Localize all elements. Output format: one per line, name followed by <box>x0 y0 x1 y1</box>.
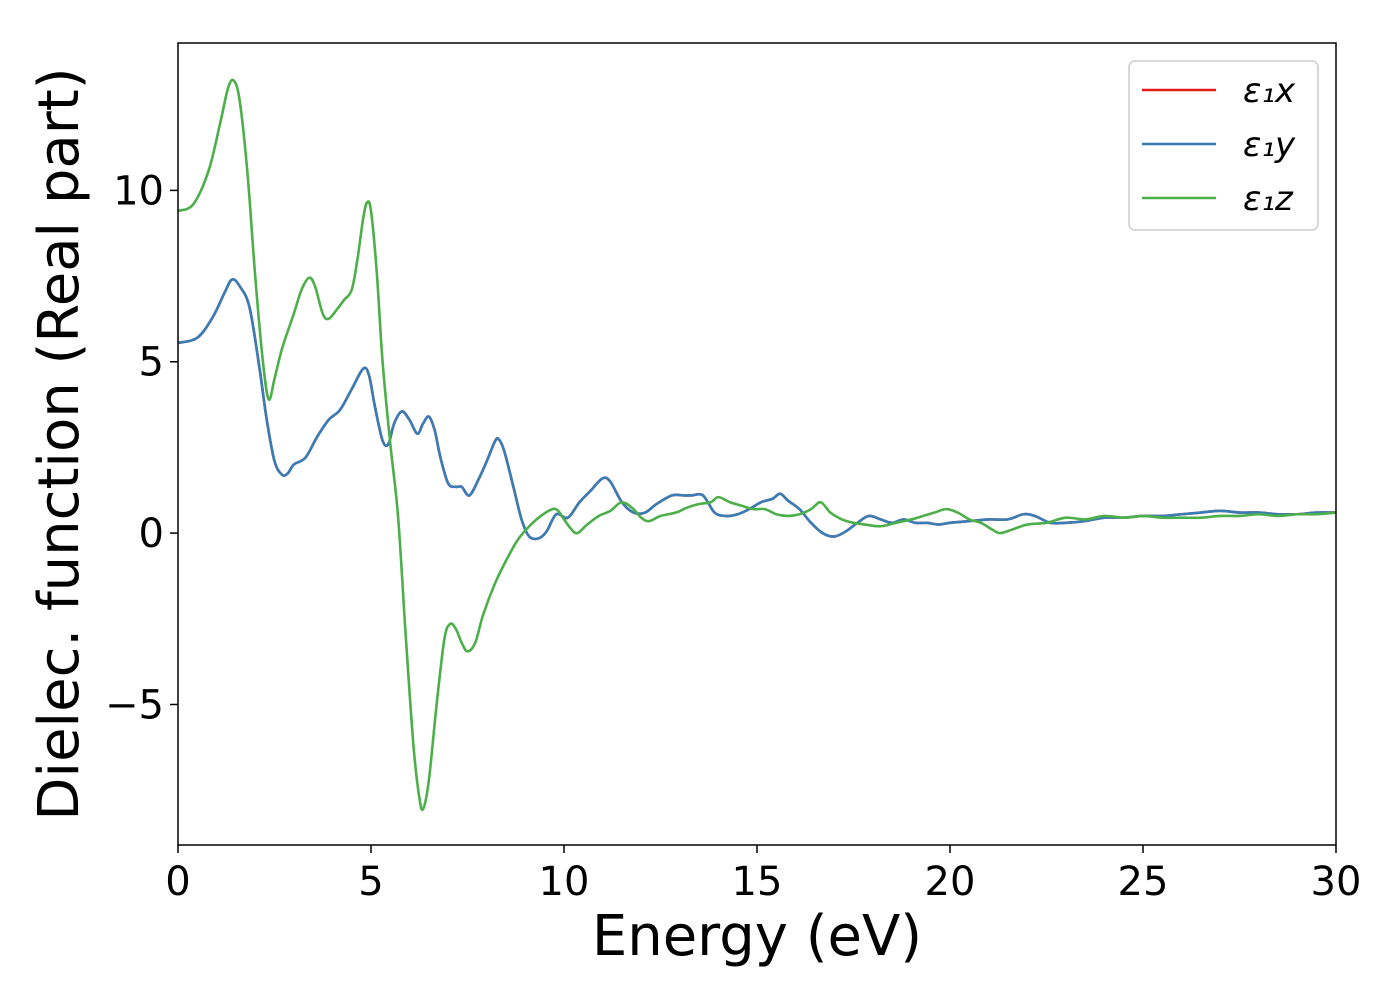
x-tick-label: 20 <box>925 859 976 905</box>
y-axis-label: Dielec. function (Real part) <box>27 67 92 820</box>
y-tick-label: 10 <box>113 168 164 214</box>
y-tick-label: 0 <box>139 511 164 557</box>
legend-box <box>1128 60 1319 231</box>
x-tick-label: 30 <box>1311 859 1362 905</box>
y-tick-label: 5 <box>139 340 164 386</box>
legend: ε₁x ε₁y ε₁z <box>1128 60 1319 231</box>
x-tick-label: 5 <box>358 859 383 905</box>
legend-label: ε₁y <box>1243 125 1296 165</box>
y-tick-label: −5 <box>105 682 164 728</box>
series-layer <box>178 78 1336 812</box>
x-axis-ticks: 0 5 10 15 20 25 30 <box>165 845 1361 905</box>
x-tick-label: 10 <box>539 859 590 905</box>
x-tick-label: 15 <box>732 859 783 905</box>
x-tick-label: 0 <box>165 859 190 905</box>
legend-label: ε₁x <box>1243 71 1296 111</box>
x-axis-label: Energy (eV) <box>592 904 922 969</box>
y-axis-ticks: −5 0 5 10 <box>105 168 178 728</box>
series-line-z <box>178 78 1336 812</box>
legend-label: ε₁z <box>1243 179 1294 219</box>
series-line-y <box>178 277 1336 541</box>
x-tick-label: 25 <box>1118 859 1169 905</box>
